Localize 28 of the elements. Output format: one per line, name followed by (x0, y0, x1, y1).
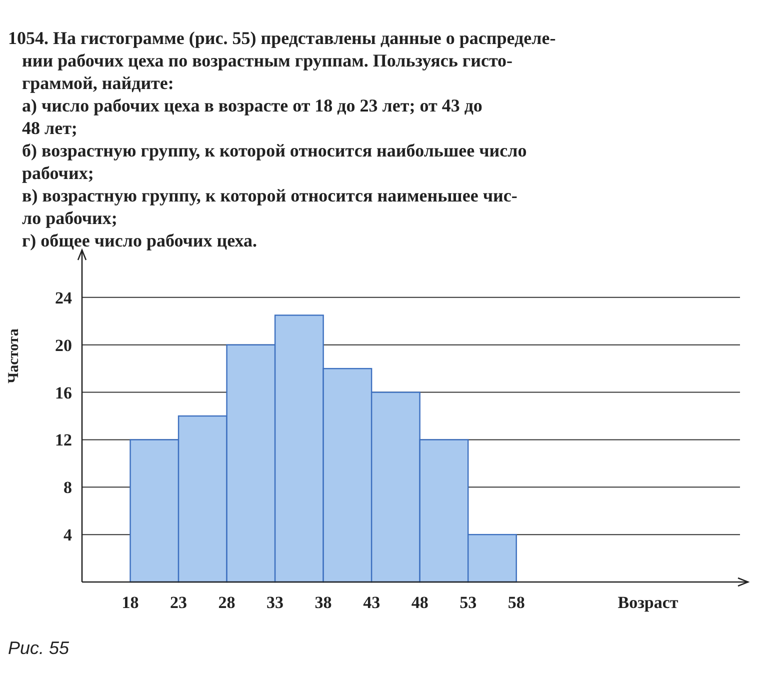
text: ло рабочих; (22, 208, 118, 228)
text: 1054. На гистограмме (рис. 55) представлены данные о распределе- (8, 28, 556, 48)
x-tick-label: 33 (266, 593, 284, 612)
text: в) возрастную группу, к которой относится наименьшее чис- (22, 186, 518, 206)
text: а) число рабочих цеха в возрасте от 18 до 23 лет; от 43 до (22, 96, 482, 116)
text: Рис. 55 (8, 638, 70, 658)
x-tick-label: 23 (170, 593, 188, 612)
text: граммой, найдите: (22, 73, 174, 93)
x-axis-title: Возраст (618, 593, 679, 612)
x-tick-label: 58 (508, 593, 525, 612)
x-tick-label: 53 (460, 593, 477, 612)
y-tick-label: 16 (55, 383, 72, 402)
x-tick-label: 18 (122, 593, 139, 612)
annotation: г) общее число рабочих цеха. (22, 230, 258, 250)
text: 48 лет; (22, 118, 78, 138)
y-tick-label: 24 (55, 288, 72, 308)
y-tick-label: 4 (64, 526, 72, 545)
y-tick-label: 20 (55, 336, 72, 355)
y-tick-label: 12 (55, 430, 72, 450)
text: нии рабочих цеха по возрастным группам. Пользуясь гисто- (22, 50, 513, 70)
text: б) возрастную группу, к которой относится наибольшее число (22, 140, 527, 160)
x-tick-label: 48 (411, 593, 428, 612)
y-tick-label: 8 (64, 478, 72, 498)
text: рабочих; (22, 163, 94, 183)
x-tick-label: 28 (218, 593, 236, 612)
x-tick-label: 43 (363, 593, 380, 612)
x-tick-label: 38 (314, 593, 332, 612)
y-axis-title: Частота (6, 328, 22, 384)
